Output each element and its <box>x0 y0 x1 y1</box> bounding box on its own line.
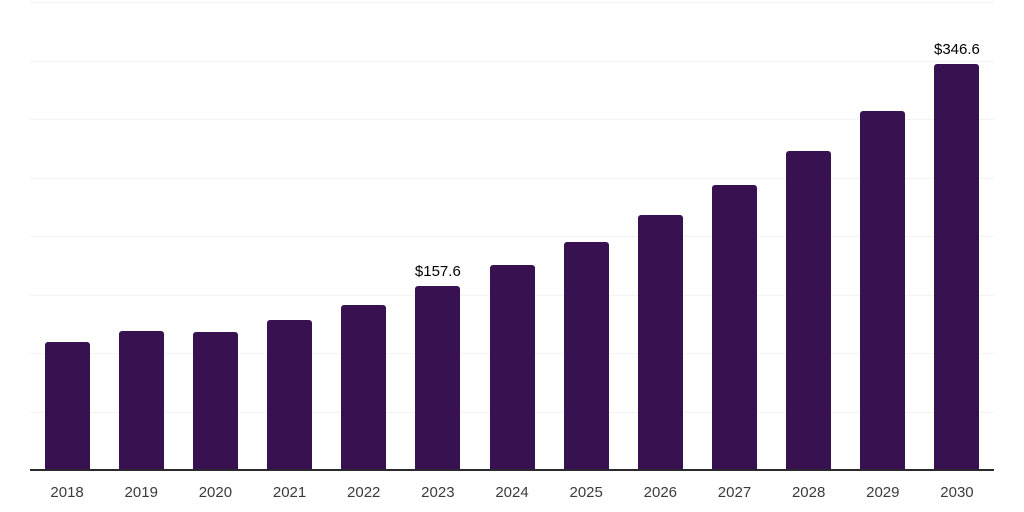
gridline <box>30 177 994 179</box>
bar-column-2026: 2026 <box>623 0 697 512</box>
bar-2029[interactable] <box>860 111 906 470</box>
bar-2023[interactable] <box>415 286 461 470</box>
x-tick-label-2024: 2024 <box>495 483 529 501</box>
bar-2020[interactable] <box>192 332 238 470</box>
bar-column-2029: 2029 <box>846 0 920 512</box>
gridline <box>30 60 994 62</box>
bar-column-2021: 2021 <box>252 0 326 512</box>
x-tick-label-2025: 2025 <box>569 483 603 501</box>
x-tick-label-2018: 2018 <box>50 483 84 501</box>
bar-column-2019: 2019 <box>104 0 178 512</box>
x-tick-label-2027: 2027 <box>717 483 752 501</box>
gridline <box>30 236 994 237</box>
x-tick-label-2030: 2030 <box>940 483 974 501</box>
x-tick-label-2029: 2029 <box>866 483 900 501</box>
gridline <box>30 2 994 3</box>
value-label-2030: $346.6 <box>934 41 980 58</box>
bar-column-2024: 2024 <box>475 0 549 512</box>
x-tick-label-2021: 2021 <box>272 483 307 501</box>
bar-column-2022: 2022 <box>327 0 401 512</box>
bar-2028[interactable] <box>786 151 832 470</box>
bar-column-2030: $346.6 2030 <box>920 0 994 512</box>
x-tick-label-2019: 2019 <box>124 483 158 501</box>
bar-column-2018: 2018 <box>30 0 104 512</box>
bar-2027[interactable] <box>711 185 757 470</box>
bar-2018[interactable] <box>44 342 90 470</box>
x-tick-label-2026: 2026 <box>643 483 678 501</box>
bar-column-2023: $157.6 2023 <box>401 0 475 512</box>
gridline <box>30 119 994 120</box>
value-label-2023: $157.6 <box>414 263 461 280</box>
bar-2026[interactable] <box>637 215 683 470</box>
bar-2025[interactable] <box>563 242 609 470</box>
bar-2030[interactable] <box>934 64 980 470</box>
bar-2024[interactable] <box>489 265 535 470</box>
x-tick-label-2020: 2020 <box>198 483 233 501</box>
bar-columns: 2018 2019 2020 2021 2022 $157.6 2023 2024 2025 20… <box>30 0 994 512</box>
bar-column-2025: 2025 <box>549 0 623 512</box>
bar-column-2027: 2027 <box>697 0 771 512</box>
bar-2021[interactable] <box>267 320 313 470</box>
x-tick-label-2028: 2028 <box>791 483 826 501</box>
x-tick-label-2022: 2022 <box>347 483 381 501</box>
bar-column-2028: 2028 <box>772 0 846 512</box>
bar-2022[interactable] <box>341 305 387 470</box>
plot-area: 2018 2019 2020 2021 2022 $157.6 2023 2024 2025 20… <box>30 0 994 512</box>
bar-column-2020: 2020 <box>178 0 252 512</box>
x-tick-label-2023: 2023 <box>421 483 455 501</box>
x-axis-line <box>30 469 994 471</box>
bar-2019[interactable] <box>118 331 164 470</box>
